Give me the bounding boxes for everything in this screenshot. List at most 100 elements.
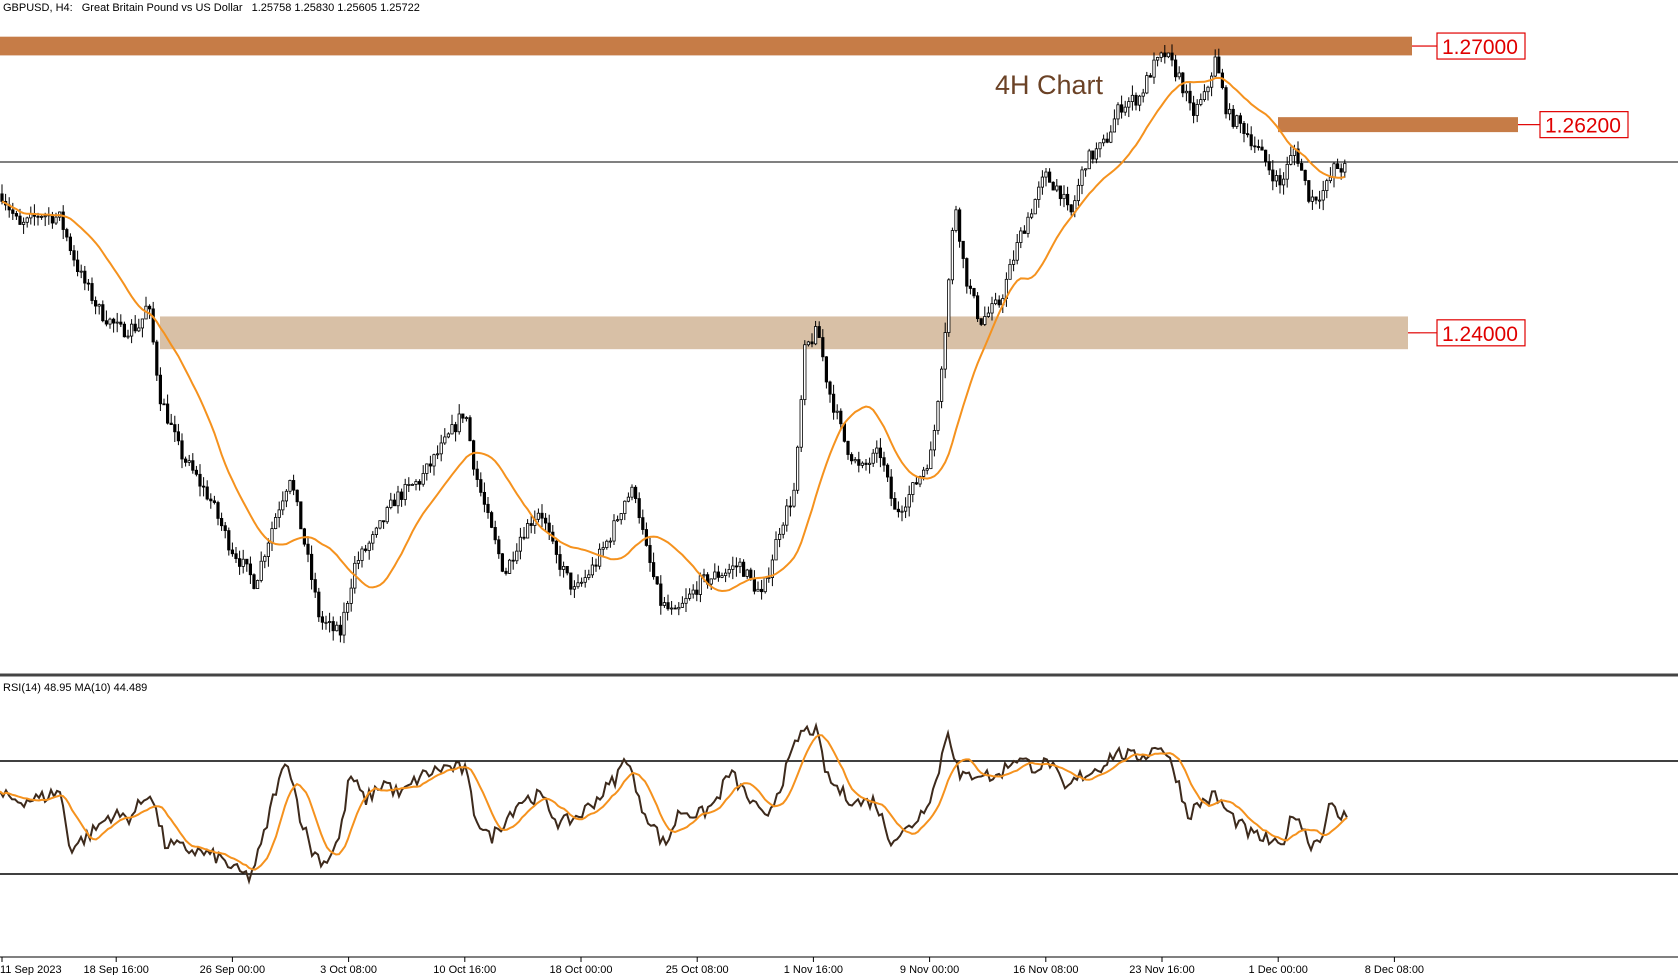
candle-body — [453, 424, 458, 433]
candle-body — [958, 209, 962, 242]
candle-body — [129, 323, 134, 337]
candle-body — [648, 545, 652, 563]
candle-body — [21, 221, 26, 225]
candle-body — [1332, 163, 1336, 178]
candle-body — [90, 283, 94, 301]
candle-body — [1091, 150, 1095, 160]
time-tick-label: 1 Nov 16:00 — [784, 964, 843, 975]
level-label-1-27000: 1.27000 — [1442, 36, 1518, 59]
candle-body — [774, 539, 778, 561]
candle-body — [1260, 146, 1264, 151]
candle-body — [180, 440, 184, 460]
annotation-4h-chart: 4H Chart — [995, 70, 1104, 100]
candle-body — [961, 240, 965, 259]
candle-body — [1184, 90, 1188, 94]
candle-body — [1253, 145, 1257, 148]
candle-body — [1264, 149, 1268, 162]
candle-body — [122, 323, 126, 338]
candle-body — [1296, 148, 1300, 164]
candle-body — [810, 341, 814, 345]
candle-body — [14, 213, 18, 217]
candle-body — [1044, 171, 1048, 178]
candle-body — [281, 500, 285, 511]
candle-body — [40, 216, 44, 218]
candle-body — [821, 337, 825, 358]
candle-body — [1217, 56, 1221, 74]
candle-body — [1289, 155, 1293, 165]
candle-body — [1318, 199, 1322, 202]
candle-body — [468, 417, 472, 442]
candle-body — [662, 602, 667, 606]
candle-body — [637, 498, 641, 519]
candle-body — [194, 469, 198, 475]
zone-1-27000 — [0, 36, 1412, 56]
time-tick-label: 18 Oct 00:00 — [550, 964, 613, 975]
candle-body — [846, 440, 850, 455]
candle-body — [248, 563, 252, 576]
candle-body — [241, 558, 245, 567]
candle-body — [562, 566, 566, 570]
candle-body — [25, 217, 29, 223]
candle-body — [778, 533, 782, 540]
candle-body — [511, 559, 515, 562]
candle-body — [731, 565, 735, 570]
candle-body — [1192, 102, 1196, 116]
candle-body — [601, 547, 605, 550]
candle-body — [666, 602, 670, 610]
candle-body — [356, 560, 361, 564]
candle-body — [435, 453, 440, 456]
candle-body — [853, 459, 857, 462]
candle-body — [1278, 175, 1282, 186]
candle-body — [619, 513, 623, 521]
candle-body — [295, 489, 299, 503]
candle-body — [760, 588, 764, 593]
candle-body — [1066, 193, 1070, 206]
candle-body — [803, 344, 807, 400]
candle-body — [860, 462, 865, 466]
candle-body — [1112, 118, 1116, 133]
candle-body — [1055, 185, 1059, 191]
candle-body — [900, 510, 904, 513]
candle-body — [1274, 175, 1278, 182]
candle-body — [396, 491, 400, 507]
candle-body — [994, 299, 998, 305]
candle-body — [922, 469, 926, 477]
candle-body — [83, 270, 87, 284]
candle-body — [1141, 92, 1145, 97]
candle-body — [61, 211, 65, 230]
candle-body — [1336, 163, 1340, 170]
candle-body — [950, 230, 955, 281]
candle-body — [785, 505, 789, 526]
candle-body — [237, 558, 242, 567]
candle-body — [875, 447, 879, 454]
candle-body — [594, 564, 598, 567]
candle-body — [1325, 180, 1329, 191]
candle-body — [954, 209, 958, 231]
candle-body — [616, 519, 620, 522]
candle-body — [886, 464, 890, 478]
candle-body — [932, 430, 937, 451]
candle-body — [536, 512, 541, 520]
candle-body — [43, 215, 47, 218]
candle-body — [151, 308, 155, 343]
candle-body — [515, 550, 519, 562]
candle-body — [1087, 150, 1091, 170]
candle-body — [526, 523, 530, 539]
candle-body — [475, 468, 479, 480]
candle-body — [580, 581, 584, 584]
candle-body — [1022, 230, 1027, 234]
ohlc-values: 1.25758 1.25830 1.25605 1.25722 — [252, 2, 420, 14]
candle-body — [201, 485, 206, 488]
candle-body — [317, 591, 321, 618]
time-tick-label: 8 Dec 08:00 — [1365, 964, 1424, 975]
candle-body — [119, 321, 123, 325]
candle-body — [497, 539, 501, 555]
candle-body — [799, 399, 803, 448]
candle-body — [976, 295, 980, 320]
candle-body — [158, 374, 162, 405]
candle-body — [850, 454, 854, 462]
candle-body — [1058, 185, 1062, 200]
candle-body — [1202, 91, 1206, 100]
candle-body — [724, 572, 728, 576]
candle-body — [162, 403, 166, 406]
